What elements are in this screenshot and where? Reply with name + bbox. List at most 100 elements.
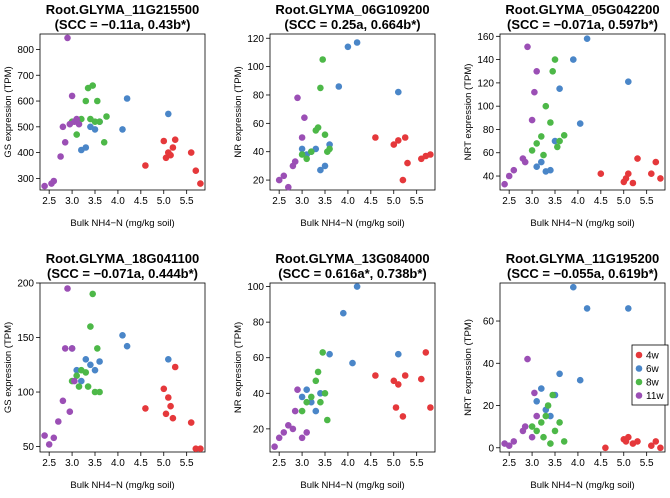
series-6w — [533, 283, 632, 420]
series-11w — [271, 386, 311, 451]
y-tick-label: 60 — [483, 317, 495, 328]
y-tick-label: 60 — [253, 353, 265, 364]
data-point — [399, 176, 407, 184]
data-point — [192, 167, 200, 174]
x-tick-label: 4.5 — [364, 196, 378, 207]
data-point — [94, 97, 101, 105]
series-4w — [142, 363, 204, 453]
legend-marker — [635, 392, 643, 399]
x-tick-label: 3.5 — [318, 196, 332, 207]
data-point — [94, 345, 101, 352]
data-point — [68, 92, 76, 100]
data-point — [291, 407, 299, 415]
x-axis-label: Bulk NH4−N (mg/kg soil) — [530, 480, 634, 491]
data-point — [317, 390, 324, 397]
data-point — [570, 283, 577, 291]
panel-4: Root.GLYMA_18G041100(SCC = −0.071a, 0.44… — [3, 251, 206, 491]
data-point — [625, 78, 632, 85]
data-point — [648, 442, 655, 450]
data-point — [395, 350, 402, 358]
data-point — [187, 419, 195, 426]
legend: 4w 6w 8w 11w — [631, 344, 669, 406]
data-point — [510, 166, 518, 174]
x-tick-label: 4.5 — [364, 458, 378, 469]
x-tick-label: 2.5 — [502, 196, 516, 207]
panel-6: Root.GLYMA_11G195200(SCC = −0.055a, 0.61… — [463, 251, 669, 491]
data-point — [41, 182, 48, 190]
data-point — [547, 166, 554, 174]
x-tick-label: 4.0 — [341, 458, 355, 469]
x-axis-label: Bulk NH4−N (mg/kg soil) — [300, 480, 404, 491]
data-point — [551, 427, 559, 435]
data-point — [540, 433, 547, 441]
plot-frame — [39, 282, 206, 453]
y-axis-label: NRT expression (TPM) — [463, 64, 474, 161]
plot-frame — [499, 33, 666, 191]
y-tick-label: 150 — [17, 333, 34, 344]
data-point — [59, 123, 67, 131]
series-6w — [298, 283, 402, 415]
data-point — [171, 136, 179, 143]
x-tick-label: 3.0 — [295, 458, 309, 469]
data-point — [280, 429, 288, 436]
data-point — [317, 84, 324, 92]
x-tick-label: 5.0 — [157, 458, 171, 469]
panel-subtitle: (SCC = −0.11a, 0.43b*) — [55, 17, 191, 32]
data-point — [73, 115, 80, 123]
data-point — [45, 441, 53, 448]
data-point — [319, 56, 327, 63]
x-tick-label: 3.5 — [88, 458, 102, 469]
data-point — [303, 398, 311, 406]
series-6w — [298, 39, 402, 174]
data-point — [521, 423, 529, 430]
data-point — [395, 88, 402, 96]
data-point — [187, 149, 195, 156]
data-point — [82, 144, 90, 151]
data-point — [87, 323, 94, 330]
data-point — [349, 359, 356, 367]
data-point — [551, 56, 559, 63]
data-point — [197, 180, 204, 187]
panel-2: Root.GLYMA_06G109200(SCC = 0.25a, 0.664b… — [233, 2, 436, 229]
data-point — [82, 97, 90, 105]
x-tick-label: 5.5 — [410, 458, 424, 469]
data-point — [100, 139, 108, 146]
data-point — [625, 305, 632, 312]
data-point — [547, 412, 554, 420]
y-tick-label: 200 — [17, 279, 34, 290]
data-point — [308, 393, 315, 401]
data-point — [401, 134, 409, 141]
data-point — [96, 118, 103, 125]
data-point — [57, 153, 64, 160]
data-point — [89, 82, 96, 89]
data-point — [625, 433, 632, 441]
x-tick-label: 4.0 — [571, 458, 585, 469]
data-point — [542, 102, 550, 110]
data-point — [91, 126, 99, 133]
data-point — [538, 419, 545, 426]
y-tick-label: 600 — [17, 97, 34, 108]
panel-subtitle: (SCC = −0.071a, 0.597b*) — [507, 17, 658, 32]
data-point — [162, 410, 170, 418]
series-6w — [78, 95, 172, 154]
data-point — [312, 407, 320, 415]
data-point — [66, 408, 74, 416]
data-point — [160, 137, 168, 145]
data-point — [390, 377, 398, 385]
y-tick-label: 50 — [23, 442, 35, 453]
y-tick-label: 100 — [477, 102, 494, 113]
panel-1: Root.GLYMA_11G215500(SCC = −0.11a, 0.43b… — [3, 2, 206, 229]
series-8w — [528, 391, 568, 447]
x-tick-label: 2.5 — [272, 458, 286, 469]
y-tick-label: 60 — [253, 119, 265, 130]
y-tick-label: 800 — [17, 45, 34, 56]
data-point — [303, 155, 311, 163]
data-point — [556, 370, 563, 378]
y-tick-label: 0 — [488, 443, 494, 454]
series-8w — [68, 82, 110, 146]
data-point — [298, 145, 306, 153]
data-point — [538, 158, 545, 166]
x-tick-label: 4.0 — [111, 196, 125, 207]
data-point — [634, 438, 641, 445]
y-tick-label: 100 — [17, 388, 34, 399]
